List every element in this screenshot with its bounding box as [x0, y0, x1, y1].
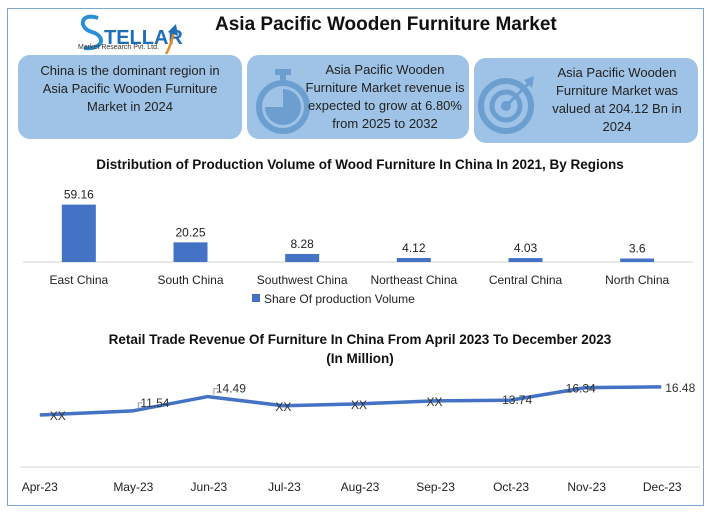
data-label: 16.34: [566, 382, 596, 396]
frame-border: [7, 8, 704, 506]
bar-northeast-china: [396, 258, 431, 262]
data-label: XX: [351, 398, 367, 412]
data-label: XX: [50, 409, 66, 423]
data-label: XX: [427, 395, 443, 409]
data-label: 11.54: [140, 396, 169, 410]
x-tick-label: Northeast China: [370, 273, 457, 287]
data-label: 8.28: [290, 237, 314, 251]
data-label: 4.03: [514, 241, 538, 255]
data-label: 4.12: [402, 241, 426, 255]
data-label: 14.49: [216, 382, 246, 396]
card-valuation: Asia Pacific Wooden Furniture Market was…: [474, 58, 698, 143]
x-tick-label: Sep-23: [416, 480, 455, 494]
bar-chart: 59.16 East China 20.25 South China 8.28 South…: [23, 190, 693, 306]
leader-line: [137, 402, 143, 409]
x-tick-label: Apr-23: [22, 480, 58, 494]
target-icon: [478, 76, 534, 134]
card-text: China is the dominant region in Asia Pac…: [40, 63, 220, 114]
bar-north-china: [620, 258, 655, 262]
stopwatch-icon: [256, 69, 310, 134]
x-tick-label: Oct-23: [493, 480, 529, 494]
line-series: [39, 385, 662, 417]
bar-chart-title: Distribution of Production Volume of Woo…: [96, 157, 624, 172]
bar-central-china: [508, 258, 543, 262]
x-tick-label: North China: [605, 273, 669, 287]
x-tick-label: East China: [49, 273, 108, 287]
bar-southwest-china: [285, 253, 320, 262]
bar-south-china: [173, 242, 208, 262]
x-tick-label: South China: [157, 273, 223, 287]
card-text: Asia Pacific Wooden Furniture Market rev…: [305, 62, 465, 131]
data-label: 3.6: [629, 242, 646, 256]
line-chart-title: Retail Trade Revenue Of Furniture In Chi…: [108, 332, 612, 366]
data-label: XX: [275, 400, 291, 414]
card-growth: Asia Pacific Wooden Furniture Market rev…: [247, 55, 469, 139]
data-label: 13.74: [502, 393, 532, 407]
x-tick-label: Nov-23: [567, 480, 606, 494]
leader-line: [213, 388, 218, 395]
logo-subtitle: Market Research Pvt. Ltd.: [78, 44, 159, 51]
svg-text:TELLAR: TELLAR: [104, 27, 183, 49]
x-tick-label: Southwest China: [257, 273, 348, 287]
stellar-logo: TELLAR: [81, 14, 183, 55]
card-dominant-region: China is the dominant region in Asia Pac…: [18, 55, 242, 139]
bar-east-china: [61, 204, 96, 262]
x-tick-label: Aug-23: [341, 480, 380, 494]
x-tick-label: Dec-23: [643, 480, 682, 494]
x-tick-label: Jun-23: [191, 480, 228, 494]
data-label: 16.48: [665, 381, 695, 395]
x-tick-label: May-23: [113, 480, 153, 494]
x-tick-label: Central China: [489, 273, 563, 287]
legend-swatch: [252, 294, 260, 302]
card-text: Asia Pacific Wooden Furniture Market was…: [552, 65, 682, 134]
data-label: 59.16: [64, 190, 94, 202]
data-label: 20.25: [175, 225, 205, 239]
x-tick-label: Jul-23: [268, 480, 301, 494]
line-chart: XX Apr-23 11.54 May-23 14.49 Jun-23 XX Jul-23 XX…: [20, 381, 700, 494]
page-title: Asia Pacific Wooden Furniture Market: [215, 14, 557, 35]
legend-label: Share Of production Volume: [264, 292, 415, 306]
